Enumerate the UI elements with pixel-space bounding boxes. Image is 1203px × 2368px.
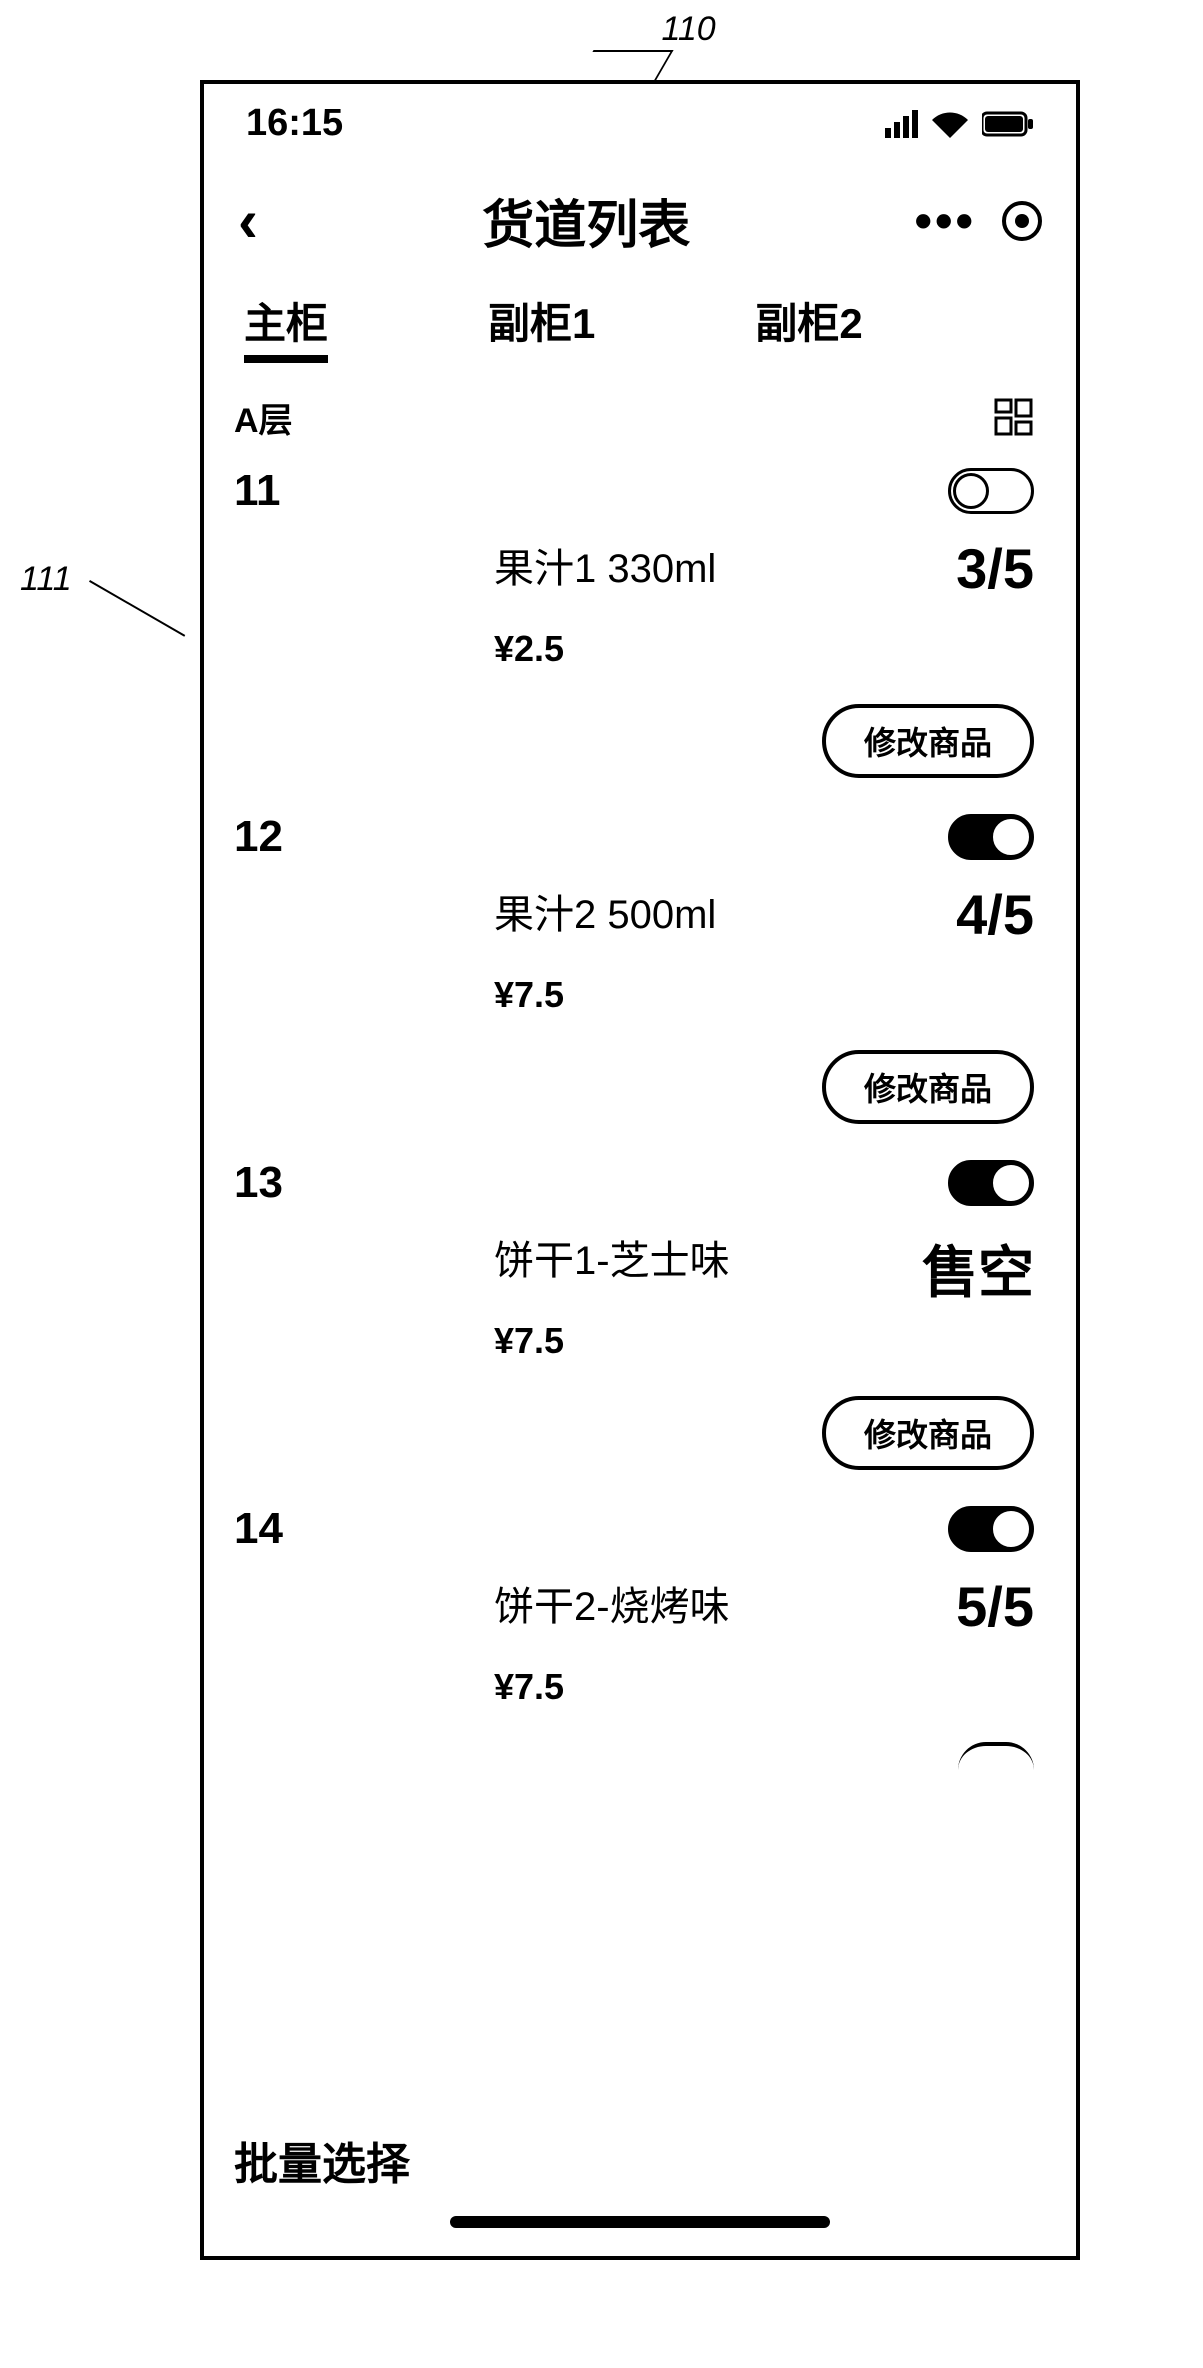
page-title: 货道列表 [482,183,690,258]
signal-icon [885,110,918,138]
product-price: ¥7.5 [494,974,716,1016]
phone-frame: 16:15 [200,80,1080,2260]
lane-row: 13 饼干1-芝士味 ¥7.5 售空 修改商品 [204,1144,1076,1490]
home-indicator[interactable] [450,2216,830,2228]
stock-sold-out: 售空 [922,1228,1034,1309]
lane-toggle[interactable] [948,1506,1034,1552]
battery-icon [982,111,1034,137]
product-price: ¥7.5 [494,1320,730,1362]
target-icon[interactable] [1002,201,1042,241]
callout-frame-label: 110 [662,10,716,49]
batch-select-button[interactable]: 批量选择 [234,2128,1046,2192]
stock-count: 5/5 [956,1574,1034,1639]
lane-row: 11 果汁1 330ml ¥2.5 3/5 修改商品 [204,452,1076,798]
product-name: 果汁1 330ml [494,536,716,594]
nav-header: ‹ 货道列表 ••• [204,153,1076,268]
status-bar: 16:15 [204,84,1076,153]
product-price: ¥2.5 [494,628,716,670]
level-label: A层 [234,393,293,442]
lane-row: 12 果汁2 500ml ¥7.5 4/5 修改商品 [204,798,1076,1144]
cabinet-tabs: 主柜 副柜1 副柜2 [204,268,1076,373]
lane-number: 13 [234,1158,283,1208]
edit-product-button[interactable]: 修改商品 [822,704,1034,778]
callout-panel-label: 111 [20,560,72,599]
tab-main-cabinet[interactable]: 主柜 [244,290,328,363]
edit-product-button[interactable] [958,1742,1034,1770]
product-name: 饼干1-芝士味 [494,1228,730,1286]
edit-product-button[interactable]: 修改商品 [822,1396,1034,1470]
level-row: A层 [204,373,1076,452]
more-icon[interactable]: ••• [914,192,976,250]
lane-number: 14 [234,1504,283,1554]
product-name: 果汁2 500ml [494,882,716,940]
lane-number: 11 [234,466,281,516]
tab-aux-cabinet-1[interactable]: 副柜1 [488,290,595,363]
product-name: 饼干2-烧烤味 [494,1574,730,1632]
status-icons [885,110,1034,138]
status-time: 16:15 [246,102,343,145]
tab-aux-cabinet-2[interactable]: 副柜2 [755,290,862,363]
edit-product-button[interactable]: 修改商品 [822,1050,1034,1124]
lane-toggle[interactable] [948,814,1034,860]
lane-toggle[interactable] [948,468,1034,514]
callout-panel-leader [35,580,185,730]
lane-toggle[interactable] [948,1160,1034,1206]
back-button[interactable]: ‹ [238,191,258,251]
stock-count: 3/5 [956,536,1034,601]
stock-count: 4/5 [956,882,1034,947]
wifi-icon [932,110,968,138]
layout-grid-icon[interactable] [994,398,1034,438]
product-price: ¥7.5 [494,1666,730,1708]
lane-row: 14 饼干2-烧烤味 ¥7.5 5/5 [204,1490,1076,1790]
footer: 批量选择 [204,2108,1076,2256]
lane-number: 12 [234,812,283,862]
